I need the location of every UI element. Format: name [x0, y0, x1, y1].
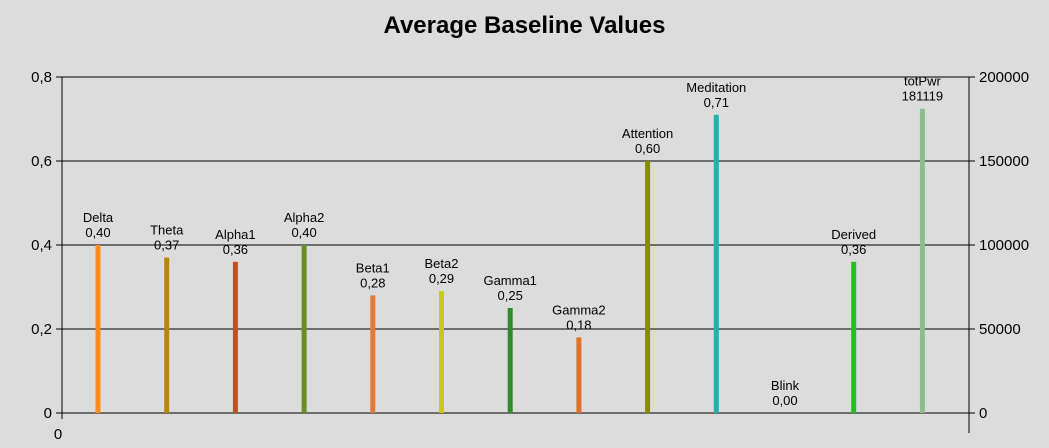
y-right-tick-label: 50000 — [979, 321, 1021, 338]
bar-theta — [164, 257, 170, 413]
bar-name-label: Blink — [771, 378, 800, 393]
bar-name-label: Beta2 — [425, 256, 459, 271]
bar-attention — [645, 161, 651, 413]
x-tick-label: 0 — [54, 426, 62, 443]
bar-value-label: 0,40 — [85, 225, 110, 240]
bar-name-label: Gamma2 — [552, 302, 605, 317]
bar-name-label: Meditation — [686, 80, 746, 95]
bar-gamma2 — [576, 337, 582, 413]
y-left-tick-label: 0,2 — [31, 321, 52, 338]
bar-name-label: Derived — [831, 227, 876, 242]
y-right-tick-label: 200000 — [979, 69, 1029, 86]
y-right-tick-label: 150000 — [979, 153, 1029, 170]
bar-value-label: 0,40 — [291, 225, 316, 240]
bar-gamma1 — [507, 308, 513, 413]
y-left-tick-label: 0 — [44, 405, 52, 422]
bar-derived — [851, 261, 857, 413]
bar-name-label: Gamma1 — [483, 273, 536, 288]
bar-value-label: 0,36 — [223, 242, 248, 257]
bar-totpwr — [919, 108, 925, 413]
bar-name-label: Beta1 — [356, 260, 390, 275]
bar-delta — [95, 245, 101, 413]
bar-alpha2 — [301, 245, 307, 413]
bar-value-label: 0,28 — [360, 275, 385, 290]
y-right-tick-label: 100000 — [979, 237, 1029, 254]
bar-name-label: Alpha1 — [215, 227, 255, 242]
bar-name-label: Delta — [83, 210, 114, 225]
bar-meditation — [713, 114, 719, 414]
bar-value-label: 0,60 — [635, 141, 660, 156]
bar-value-label: 0,36 — [841, 242, 866, 257]
bar-value-label: 0,00 — [772, 393, 797, 408]
bar-value-label: 0,25 — [498, 288, 523, 303]
bar-beta2 — [439, 291, 444, 413]
bar-value-label: 181119 — [902, 89, 943, 104]
bar-value-label: 0,18 — [566, 317, 591, 332]
bar-value-label: 0,29 — [429, 271, 454, 286]
bar-beta1 — [370, 295, 376, 413]
bar-name-label: totPwr — [904, 74, 942, 89]
y-left-tick-label: 0,8 — [31, 69, 52, 86]
bar-value-label: 0,71 — [704, 95, 729, 110]
y-right-tick-label: 0 — [979, 405, 987, 422]
bar-name-label: Alpha2 — [284, 210, 324, 225]
bar-alpha1 — [232, 261, 238, 413]
chart-title: Average Baseline Values — [383, 12, 666, 39]
bar-name-label: Theta — [150, 223, 184, 238]
bar-value-label: 0,37 — [154, 238, 179, 253]
y-left-tick-label: 0,6 — [31, 153, 52, 170]
bar-name-label: Attention — [622, 126, 673, 141]
y-left-tick-label: 0,4 — [31, 237, 52, 254]
